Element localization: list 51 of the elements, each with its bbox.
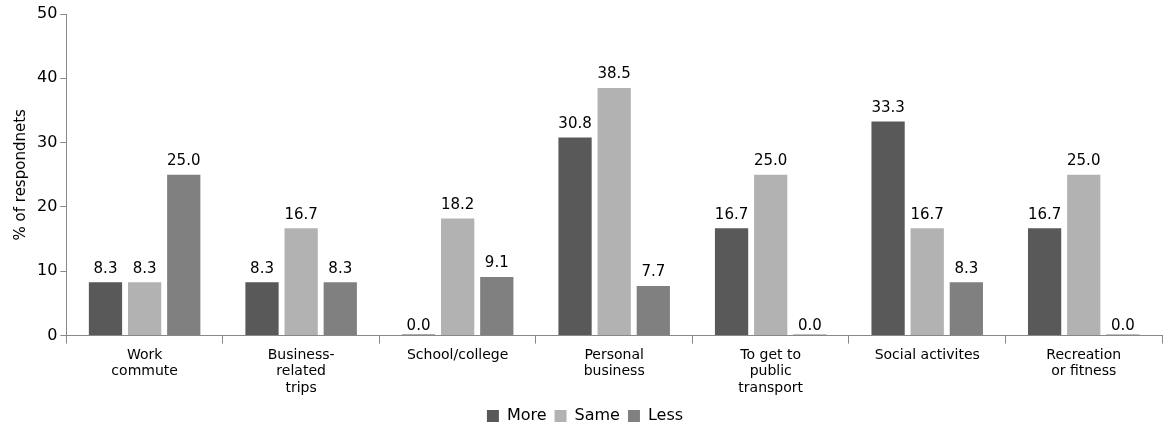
bar (910, 228, 944, 336)
data-label: 9.1 (484, 253, 509, 272)
x-tick-label: Personal business (583, 345, 645, 379)
x-tick-label: School/college (406, 345, 509, 362)
data-label: 8.3 (250, 258, 274, 277)
x-tick-label: Work commute (111, 345, 178, 379)
y-tick-label: 0 (47, 324, 58, 344)
data-label: 8.3 (328, 258, 353, 277)
data-label: 33.3 (871, 97, 905, 116)
data-label: 25.0 (167, 151, 201, 170)
y-tick-label: 50 (37, 3, 58, 23)
bar (441, 218, 475, 336)
data-label: 25.0 (1067, 151, 1101, 170)
bar (127, 282, 162, 336)
bar (558, 137, 592, 336)
bar (1027, 228, 1062, 336)
bar (871, 121, 905, 336)
x-tick-label: Recreation or fitness (1046, 345, 1122, 379)
bar (597, 87, 631, 336)
y-axis-title: % of respondnets (10, 108, 29, 241)
data-label: 0.0 (406, 315, 431, 334)
legend-label: Less (647, 405, 684, 425)
data-label: 7.7 (641, 262, 666, 281)
y-tick-label: 40 (37, 67, 58, 87)
data-label: 18.2 (440, 194, 475, 213)
data-label: 16.7 (284, 204, 318, 223)
y-tick-label: 30 (37, 131, 58, 151)
data-label: 16.7 (1027, 204, 1062, 223)
data-label: 25.0 (754, 151, 788, 170)
data-label: 8.3 (132, 258, 157, 277)
bar (714, 228, 749, 336)
legend-label: More (506, 405, 547, 425)
data-label: 0.0 (1110, 315, 1135, 334)
x-tick-label: To get to public transport (738, 345, 804, 396)
data-label: 30.8 (558, 113, 592, 132)
x-tick-label: Business- related trips (267, 345, 335, 396)
data-label: 8.3 (93, 258, 118, 277)
data-label: 8.3 (954, 258, 979, 277)
data-label: 0.0 (797, 315, 822, 334)
bar (245, 282, 279, 336)
x-tick-label: Social activites (874, 345, 980, 362)
data-label: 38.5 (597, 64, 631, 83)
bar (88, 282, 123, 336)
data-label: 16.7 (910, 204, 944, 223)
bar (284, 228, 318, 336)
y-tick-label: 20 (37, 196, 58, 216)
data-label: 16.7 (714, 204, 749, 223)
y-tick-label: 10 (37, 260, 58, 280)
bar (1067, 174, 1101, 336)
legend-label: Same (574, 405, 620, 425)
bar (754, 174, 788, 336)
